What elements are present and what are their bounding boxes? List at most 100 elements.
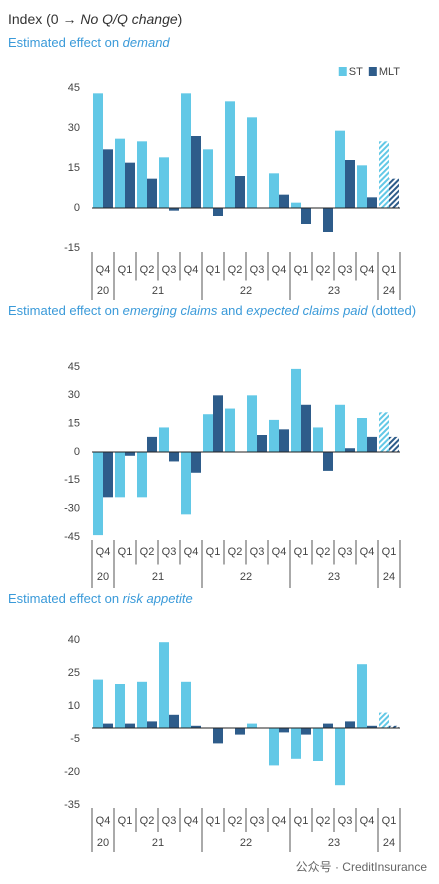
year-label: 24	[383, 571, 395, 583]
bar	[147, 178, 157, 208]
y-tick-label: 45	[68, 361, 80, 373]
x-tick-label: Q4	[272, 815, 287, 827]
bar	[269, 419, 279, 452]
bar	[225, 101, 235, 208]
bar	[269, 728, 279, 766]
x-tick-label: Q2	[228, 546, 243, 558]
bar	[323, 452, 333, 471]
bar	[191, 725, 201, 728]
year-label: 24	[383, 837, 395, 849]
bar	[379, 712, 389, 728]
y-tick-label: 15	[68, 162, 80, 174]
bar	[115, 684, 125, 728]
x-tick-label: Q4	[96, 546, 111, 558]
title-part: emerging claims	[122, 303, 218, 318]
x-tick-label: Q4	[360, 815, 375, 827]
bar	[279, 728, 289, 733]
y-tick-label: 0	[74, 446, 80, 458]
x-tick-label: Q1	[206, 815, 221, 827]
title-part: and	[217, 303, 247, 318]
bar	[379, 412, 389, 452]
bar	[279, 429, 289, 452]
x-tick-label: Q1	[206, 546, 221, 558]
y-tick-label: 30	[68, 389, 80, 401]
bar	[137, 681, 147, 728]
year-label: 22	[240, 571, 252, 583]
year-label: 20	[97, 571, 109, 583]
bar	[257, 435, 267, 452]
bar	[301, 404, 311, 452]
x-tick-label: Q1	[206, 264, 221, 276]
x-tick-label: Q1	[294, 264, 309, 276]
bar	[367, 436, 377, 452]
bar	[213, 208, 223, 216]
bar	[93, 679, 103, 728]
bar	[247, 395, 257, 452]
bar	[147, 721, 157, 728]
bar	[279, 194, 289, 208]
year-label: 21	[152, 285, 164, 297]
x-tick-label: Q1	[294, 546, 309, 558]
panel-title: Estimated effect on demand	[8, 34, 428, 52]
bar	[115, 138, 125, 208]
title-part: )	[177, 11, 183, 27]
x-tick-label: Q3	[338, 264, 353, 276]
x-tick-label: Q4	[184, 546, 199, 558]
legend-swatch	[338, 67, 347, 76]
bar	[357, 165, 367, 208]
bar	[147, 436, 157, 452]
bar	[159, 427, 169, 452]
x-tick-label: Q2	[140, 815, 155, 827]
y-tick-label: 0	[74, 202, 80, 214]
title-part: risk appetite	[122, 591, 193, 606]
bar	[313, 728, 323, 761]
bar	[291, 728, 301, 759]
title-part: Estimated effect on	[8, 303, 123, 318]
x-tick-label: Q1	[382, 264, 397, 276]
bar	[389, 436, 399, 452]
legend-swatch	[368, 67, 377, 76]
watermark: 公众号 · CreditInsurance	[295, 860, 427, 874]
year-label: 23	[328, 837, 340, 849]
bar	[269, 173, 279, 208]
bar	[125, 162, 135, 208]
x-tick-label: Q4	[96, 264, 111, 276]
x-tick-label: Q4	[360, 546, 375, 558]
bar	[389, 725, 399, 728]
bar	[103, 452, 113, 498]
year-label: 20	[97, 285, 109, 297]
x-tick-label: Q3	[250, 546, 265, 558]
x-tick-label: Q2	[316, 546, 331, 558]
bar	[235, 176, 245, 208]
bar	[345, 721, 355, 728]
y-tick-label: -15	[64, 474, 80, 486]
year-label: 22	[240, 285, 252, 297]
bar	[335, 130, 345, 208]
bar	[93, 452, 103, 536]
x-tick-label: Q1	[294, 815, 309, 827]
x-tick-label: Q3	[338, 815, 353, 827]
bar	[137, 452, 147, 498]
x-tick-label: Q1	[118, 264, 133, 276]
x-tick-label: Q2	[316, 815, 331, 827]
bar	[213, 395, 223, 452]
y-tick-label: 25	[68, 667, 80, 679]
year-label: 23	[328, 571, 340, 583]
bar	[169, 208, 179, 211]
x-tick-label: Q3	[162, 546, 177, 558]
bar	[247, 723, 257, 728]
title-part: expected claims paid	[246, 303, 368, 318]
bar	[93, 93, 103, 208]
bar	[379, 141, 389, 208]
y-tick-label: -35	[64, 799, 80, 811]
bar	[213, 728, 223, 744]
bar	[203, 414, 213, 452]
bar	[345, 160, 355, 208]
bar	[103, 149, 113, 208]
x-tick-label: Q1	[118, 546, 133, 558]
bar	[225, 408, 235, 452]
x-tick-label: Q2	[228, 815, 243, 827]
x-tick-label: Q2	[228, 264, 243, 276]
